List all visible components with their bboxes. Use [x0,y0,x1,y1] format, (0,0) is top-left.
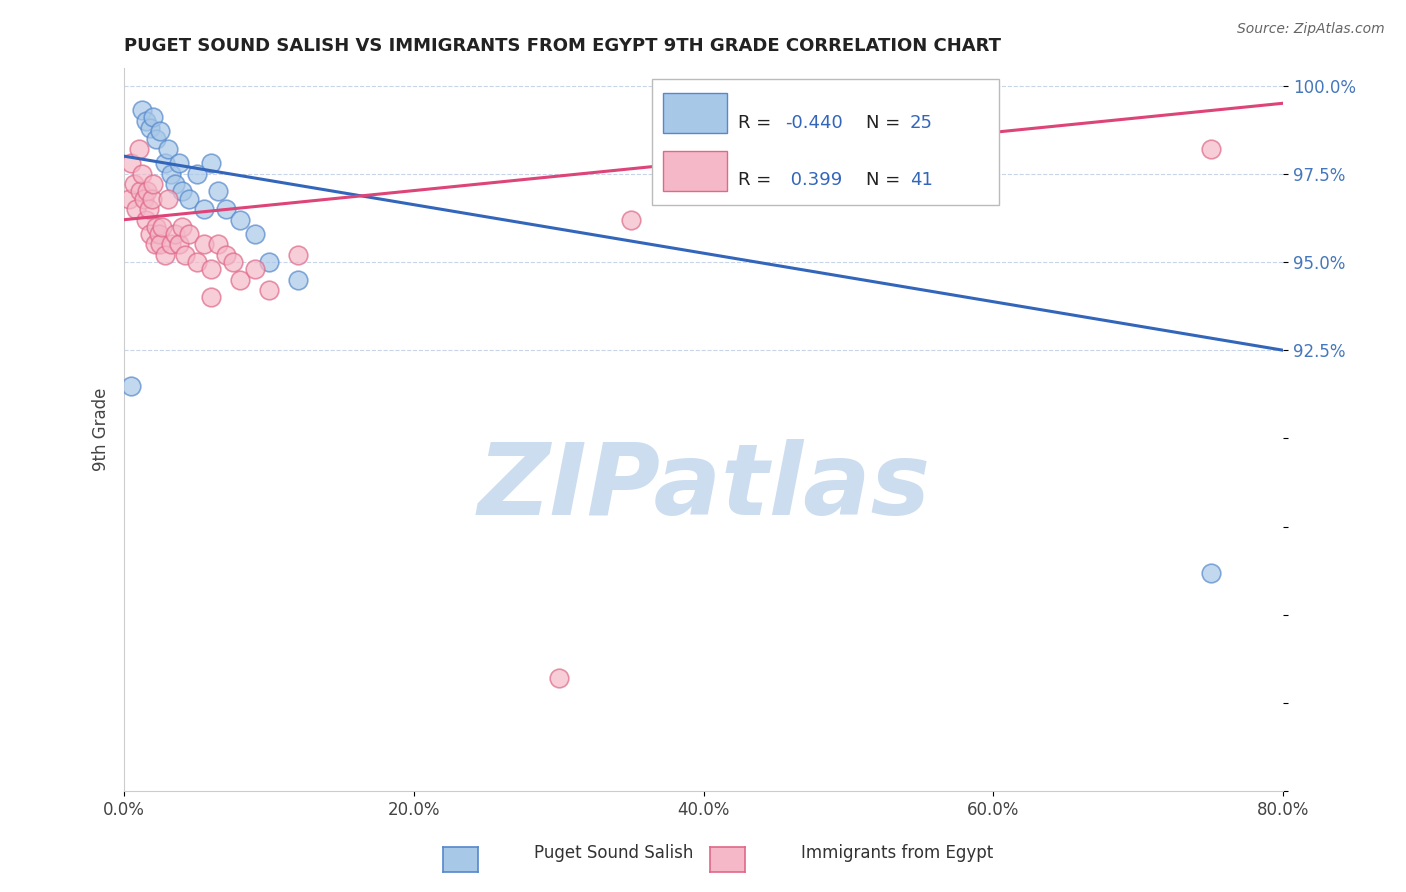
Point [207,185,229,199]
Point [131,103,153,118]
Point [135,212,157,227]
Point [156,142,179,156]
Point [156,192,179,206]
Point [169,237,191,252]
Point [134,192,156,206]
Point [186,167,208,181]
Point [129,185,152,199]
Text: Source: ZipAtlas.com: Source: ZipAtlas.com [1237,22,1385,37]
FancyBboxPatch shape [651,78,1000,205]
Text: Immigrants from Egypt: Immigrants from Egypt [801,844,994,862]
Point [257,283,280,297]
Point [257,255,280,269]
Point [138,202,160,216]
Text: 41: 41 [910,171,932,189]
Point [169,156,191,170]
Point [287,248,309,262]
Point [547,672,569,686]
Text: N =: N = [866,171,905,189]
Bar [664,94,727,133]
Point [1199,142,1222,156]
Point [200,290,222,304]
Text: 0.399: 0.399 [785,171,842,189]
Point [121,156,143,170]
Point [145,131,167,145]
Point [143,237,166,252]
Point [145,219,167,234]
Text: R =: R = [738,113,778,131]
Point [163,178,186,192]
Point [207,237,229,252]
Point [172,219,194,234]
Point [193,237,215,252]
Bar [664,151,727,191]
Text: N =: N = [866,113,905,131]
Text: Puget Sound Salish: Puget Sound Salish [534,844,693,862]
Point [141,192,163,206]
Point [149,124,172,138]
Point [287,273,309,287]
Point [222,255,245,269]
Text: PUGET SOUND SALISH VS IMMIGRANTS FROM EGYPT 9TH GRADE CORRELATION CHART: PUGET SOUND SALISH VS IMMIGRANTS FROM EG… [124,37,1001,55]
Point [121,378,143,392]
Point [193,202,215,216]
Point [153,248,176,262]
Text: -0.440: -0.440 [785,113,842,131]
Point [139,227,162,241]
Point [172,185,194,199]
Point [124,178,146,192]
Point [149,237,172,252]
Point [910,167,932,181]
Point [135,114,157,128]
Point [229,273,252,287]
Point [139,120,162,135]
Point [117,192,139,206]
Point [1199,566,1222,580]
Point [136,185,159,199]
Point [179,192,201,206]
Text: R =: R = [738,171,778,189]
Point [153,156,176,170]
Point [163,227,186,241]
Point [174,248,197,262]
Point [125,202,148,216]
Point [214,248,236,262]
Point [142,178,165,192]
Point [243,262,266,277]
Point [243,227,266,241]
Point [131,167,153,181]
Y-axis label: 9th Grade: 9th Grade [93,388,110,471]
Point [229,212,252,227]
Point [214,202,236,216]
Point [200,262,222,277]
Point [200,156,222,170]
Text: 25: 25 [910,113,934,131]
Point [142,111,165,125]
Text: ZIPatlas: ZIPatlas [477,439,931,536]
Point [159,237,181,252]
Point [620,212,643,227]
Point [150,219,173,234]
Point [148,227,170,241]
Point [179,227,201,241]
Point [128,142,150,156]
Point [159,167,181,181]
Point [186,255,208,269]
